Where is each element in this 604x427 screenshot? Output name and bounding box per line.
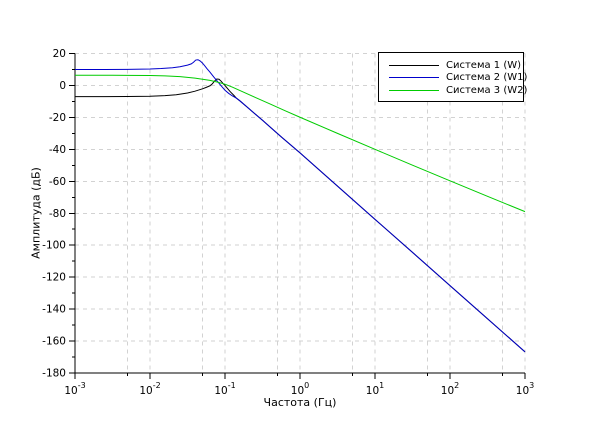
legend-item-system-1: Система 1 (W) (379, 59, 523, 71)
x-axis-title: Частота (Гц) (263, 396, 337, 409)
y-tick-label: -20 (49, 112, 66, 124)
y-tick-label: -140 (42, 304, 66, 316)
y-tick-label: -80 (49, 208, 66, 220)
y-tick-label: -160 (42, 336, 66, 348)
legend-label-system-3: Система 3 (W2) (446, 85, 528, 96)
legend-box: Система 1 (W) Система 2 (W1) Система 3 (… (378, 52, 527, 102)
x-tick-label: 10-1 (214, 381, 235, 397)
legend-item-system-2: Система 2 (W1) (379, 71, 527, 83)
y-axis-title: Амплитуда (дБ) (29, 167, 43, 259)
y-tick-label: 0 (59, 80, 66, 92)
x-tick-label: 10-3 (64, 381, 85, 397)
legend-label-system-2: Система 2 (W1) (446, 72, 528, 83)
legend-line-swatch-system-1 (389, 65, 439, 66)
legend-line-swatch-system-3 (389, 90, 439, 91)
x-tick-label: 102 (441, 381, 459, 397)
y-tick-label: -180 (42, 368, 66, 380)
y-tick-label: -100 (42, 240, 66, 252)
x-tick-label: 103 (516, 381, 534, 397)
y-tick-label: -120 (42, 272, 66, 284)
legend-item-system-3: Система 3 (W2) (379, 84, 527, 96)
y-tick-label: -60 (49, 176, 66, 188)
legend-line-swatch-system-2 (389, 77, 439, 78)
curve-system-2 (75, 59, 526, 353)
curve-system-3 (75, 74, 526, 213)
legend-label-system-1: Система 1 (W) (446, 60, 522, 71)
x-tick-label: 100 (291, 381, 309, 397)
x-tick-label: 10-2 (139, 381, 160, 397)
y-tick-label: 20 (53, 48, 66, 60)
x-tick-label: 101 (366, 381, 384, 397)
y-tick-label: -40 (49, 144, 66, 156)
